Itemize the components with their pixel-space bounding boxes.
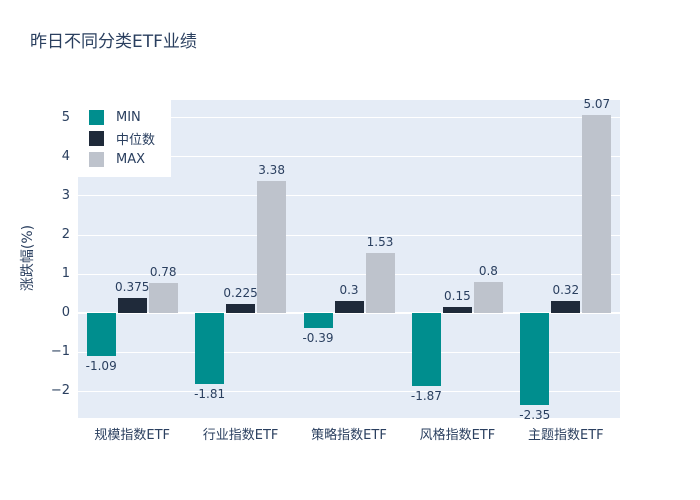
bar-value-label: -1.81 [194, 386, 226, 401]
bar-value-label: 0.225 [223, 286, 258, 301]
gridline [78, 234, 620, 236]
y-tick-label: 5 [61, 109, 70, 125]
y-tick-label: 1 [61, 266, 70, 282]
legend-swatch-median [89, 131, 104, 146]
gridline [78, 195, 620, 197]
gridline [78, 351, 620, 353]
bar-max[interactable] [148, 282, 178, 314]
y-tick-label: 2 [61, 227, 70, 242]
zero-gridline [78, 312, 620, 315]
bar-value-label: 0.8 [478, 263, 498, 278]
plot-area: -1.09 -1.81 -0.39 -1.87 -2.35 0.375 0.225 0.3 0.… [78, 97, 620, 422]
x-tick-label: 行业指数ETF [202, 428, 279, 443]
bar-value-label: -2.35 [519, 407, 551, 422]
y-tick-label: −1 [50, 344, 70, 360]
bar-max[interactable] [473, 281, 503, 314]
bar-min[interactable] [195, 313, 225, 384]
legend-item-median[interactable]: 中位数 [89, 128, 155, 149]
bar-value-label: 0.375 [115, 280, 150, 295]
legend-swatch-max [89, 152, 104, 167]
y-tick-label: −2 [50, 383, 70, 399]
bar-value-label: 3.38 [258, 163, 285, 178]
bar-min[interactable] [303, 313, 333, 329]
bar-min[interactable] [86, 313, 116, 356]
y-tick-label: 3 [61, 187, 70, 203]
legend-swatch-min [89, 110, 104, 125]
bar-median[interactable] [117, 298, 147, 314]
bar-max[interactable] [582, 115, 612, 314]
bar-min[interactable] [411, 313, 441, 386]
bar-value-label: 1.53 [366, 235, 394, 250]
gridline [78, 156, 620, 158]
bar-median[interactable] [226, 304, 256, 314]
x-tick-label: 风格指数ETF [419, 428, 496, 443]
legend-item-min[interactable]: MIN [89, 107, 155, 128]
bar-value-label: 0.32 [552, 282, 580, 297]
y-tick-label: 4 [61, 148, 70, 164]
bar-value-label: 5.07 [583, 97, 611, 112]
bar-median[interactable] [334, 301, 364, 314]
legend-item-max[interactable]: MAX [89, 149, 155, 170]
bar-median[interactable] [551, 300, 581, 314]
chart-title: 昨日不同分类ETF业绩 [30, 32, 197, 52]
bar-value-label: -1.09 [85, 358, 117, 373]
bar-max[interactable] [365, 253, 395, 314]
bar-min[interactable] [520, 313, 550, 405]
bar-max[interactable] [257, 181, 287, 314]
bar-value-label: 0.3 [339, 283, 359, 298]
legend-label: MIN [116, 110, 141, 125]
bar-median[interactable] [442, 307, 472, 314]
y-tick-label: 0 [61, 305, 70, 321]
legend-label: 中位数 [116, 133, 156, 148]
gridline [78, 390, 620, 392]
x-tick-label: 规模指数ETF [94, 428, 171, 443]
bar-value-label: -1.87 [410, 389, 442, 403]
legend: MIN 中位数 MAX [78, 100, 172, 177]
gridline [78, 117, 620, 119]
x-tick-label: 主题指数ETF [527, 428, 604, 443]
x-tick-label: 策略指数ETF [311, 428, 387, 443]
gridline [78, 273, 620, 275]
legend-label: MAX [116, 152, 146, 167]
bar-value-label: 0.78 [149, 264, 177, 279]
bar-value-label: -0.39 [302, 331, 334, 346]
bar-value-label: 0.15 [444, 289, 471, 304]
